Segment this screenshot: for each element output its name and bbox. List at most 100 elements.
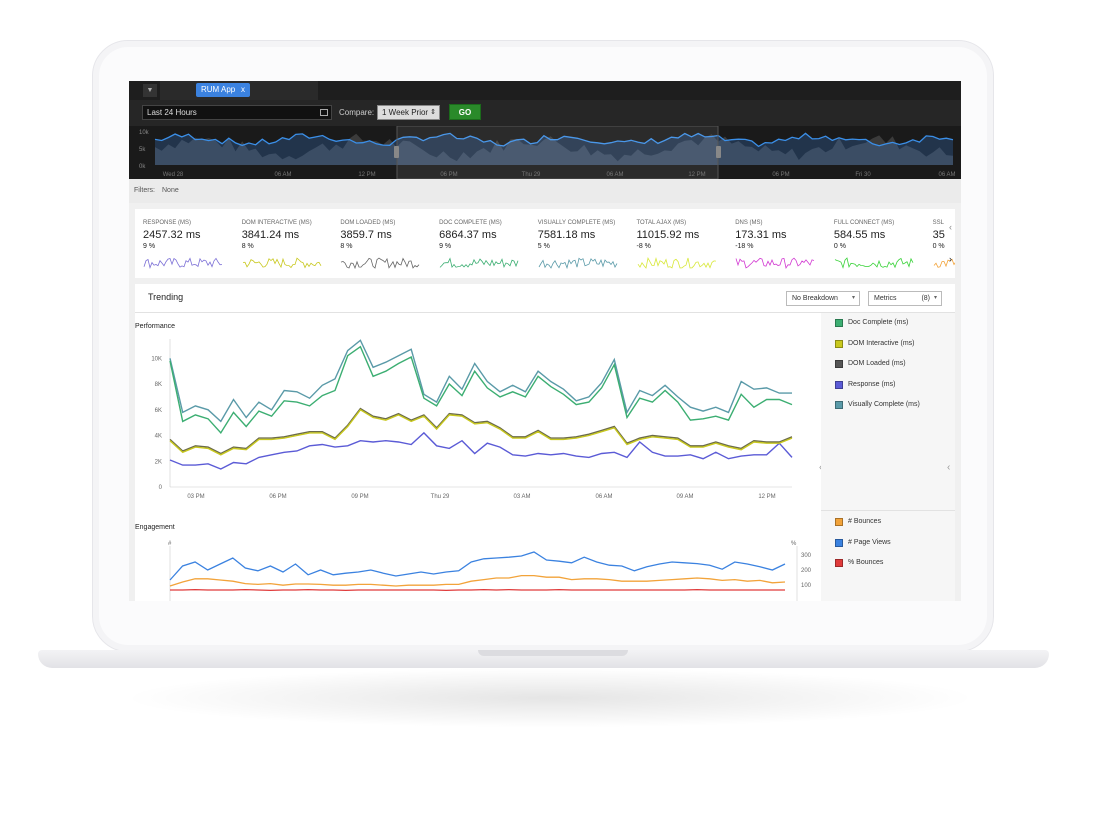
selection-handle-right[interactable] [716,146,721,158]
breakdown-select[interactable]: No Breakdown ▾ [786,291,860,306]
overview-x-tick: 06 PM [440,172,457,178]
select-arrows-icon: ⇕ [430,109,436,116]
filters-bar: Filters: None [129,179,961,203]
perf-series-line[interactable] [169,339,792,423]
kpi-change: 9 % [439,243,452,250]
filters-value[interactable]: None [162,187,179,194]
kpi-sparkline [341,257,420,270]
overview-x-tick: 06 AM [938,172,955,178]
trending-panel: Trending No Breakdown ▾ Metrics (8) ▾ Pe… [135,284,955,601]
compare-select[interactable]: 1 Week Prior ⇕ [377,105,440,120]
perf-y-tick: 6K [155,408,162,414]
tab-menu-caret-icon[interactable]: ▼ [143,84,157,97]
kpi-card[interactable]: DOC COMPLETE (MS) 6864.37 ms 9 % [436,209,535,278]
metrics-label: Metrics [874,295,897,302]
legend-item[interactable]: # Page Views [835,538,891,547]
expand-legend-icon[interactable]: ‹ [947,462,951,473]
time-range-value: Last 24 Hours [147,108,197,117]
eng-left-unit: # [168,541,172,547]
overview-area-blue [155,133,953,165]
legend-swatch [835,360,843,368]
kpi-sparkline [933,258,955,268]
metrics-select[interactable]: Metrics (8) ▾ [868,291,942,306]
legend-swatch [835,538,843,547]
kpi-card[interactable]: RESPONSE (MS) 2457.32 ms 9 % [140,209,239,278]
overview-x-tick: 06 AM [274,172,291,178]
kpi-sparkline [538,257,618,270]
perf-y-tick: 8K [155,382,162,388]
overview-x-tick: Fri 30 [855,172,871,178]
kpi-label: DOM LOADED (MS) [340,220,396,226]
selection-handle-left[interactable] [394,146,399,158]
go-button[interactable]: GO [449,104,481,120]
legend-item[interactable]: DOM Interactive (ms) [835,339,915,348]
kpi-card[interactable]: VISUALLY COMPLETE (MS) 7581.18 ms 5 % [535,209,634,278]
kpi-next-icon[interactable]: › [949,254,952,264]
legend-label: Response (ms) [848,380,896,388]
kpi-prev-icon[interactable]: ‹ [949,222,952,232]
kpi-sparkline-line [637,257,716,269]
performance-chart-svg[interactable]: 0 2K 4K 6K 8K 10K 03 PM 06 PM 09 PM Thu 29 03 AM 06… [135,339,815,539]
tab-close-icon[interactable]: x [241,85,245,94]
divider [821,510,955,511]
kpi-change: -8 % [636,243,651,250]
perf-series-line[interactable] [169,345,793,435]
kpi-label: FULL CONNECT (MS) [833,220,895,226]
kpi-sparkline-line [341,257,420,270]
kpi-change: 0 % [833,243,846,250]
kpi-change: 8 % [241,243,254,250]
tab-rum-app[interactable]: RUM App x [196,83,250,97]
compare-value: 1 Week Prior [382,108,429,117]
eng-series-line[interactable] [170,588,785,592]
overview-chart[interactable]: 10k 5k 0k Wed 28 06 AM 12 PM 06 PM Thu 29 06 AM 1… [129,126,961,179]
kpi-card[interactable]: DOM INTERACTIVE (MS) 3841.24 ms 8 % [239,209,338,278]
eng-series-line[interactable] [169,551,786,581]
legend-item[interactable]: Visually Complete (ms) [835,401,920,409]
overview-x-tick: 12 PM [688,172,705,178]
collapse-left-icon[interactable]: ‹ [819,462,822,473]
perf-x-tick: 03 AM [513,494,530,500]
perf-series-line[interactable] [169,408,793,456]
kpi-card[interactable]: SSL 35 0 % [930,209,955,278]
kpi-card[interactable]: DOM LOADED (MS) 3859.7 ms 8 % [337,209,436,278]
kpi-change: 5 % [537,243,550,250]
kpi-sparkline [439,257,519,269]
eng-y2-tick: 200 [801,568,812,574]
overview-x-tick: Wed 28 [163,172,184,178]
overview-x-tick: 12 PM [358,172,375,178]
kpi-sparkline [735,257,815,270]
kpi-value: 2457.32 ms [143,229,201,241]
legend-item[interactable]: Response (ms) [835,380,896,389]
engagement-title: Engagement [135,524,175,531]
time-range-input[interactable]: Last 24 Hours [142,105,332,120]
legend-item[interactable]: Doc Complete (ms) [835,319,909,327]
legend-item[interactable]: DOM Loaded (ms) [835,360,906,368]
kpi-label: VISUALLY COMPLETE (MS) [537,220,616,226]
kpi-change: 8 % [340,243,353,250]
divider [135,312,955,313]
chevron-down-icon: ▾ [851,295,855,301]
laptop-base [38,650,1049,668]
kpi-card[interactable]: TOTAL AJAX (MS) 11015.92 ms -8 % [634,209,733,278]
performance-title: Performance [135,323,176,330]
legend-panel: ‹ Doc Complete (ms) DOM Interactive (ms) D… [821,313,955,601]
eng-series-line[interactable] [169,574,786,587]
legend-item[interactable]: % Bounces [835,559,883,567]
legend-swatch [835,380,843,389]
tab-label: RUM App [201,85,236,94]
legend-label: # Page Views [848,538,891,546]
engagement-chart-svg[interactable]: # % 300 200 100 [135,536,815,601]
kpi-card[interactable]: DNS (MS) 173.31 ms -18 % [732,209,831,278]
kpi-value: 7581.18 ms [537,229,596,241]
legend-label: Doc Complete (ms) [848,319,909,326]
overview-timeline[interactable]: 10k 5k 0k Wed 28 06 AM 12 PM 06 PM Thu 29 06 AM 1… [129,126,961,179]
legend-item[interactable]: # Bounces [835,518,881,526]
perf-y-tick: 2K [155,459,162,465]
calendar-icon[interactable] [320,109,328,116]
kpi-card[interactable]: FULL CONNECT (MS) 584.55 ms 0 % [831,209,930,278]
perf-x-tick: 09 PM [351,494,368,500]
perf-series-line[interactable] [169,407,793,455]
kpi-value: 3859.7 ms [340,229,392,241]
perf-series-line[interactable] [169,431,793,470]
